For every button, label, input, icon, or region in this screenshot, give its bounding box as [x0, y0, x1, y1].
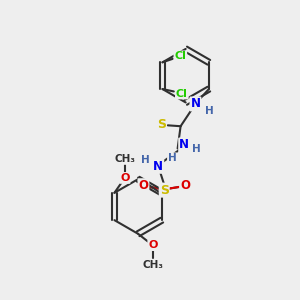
- Text: CH₃: CH₃: [114, 154, 135, 164]
- Text: O: O: [120, 173, 130, 183]
- Text: N: N: [190, 98, 200, 110]
- Text: N: N: [153, 160, 163, 173]
- Text: S: S: [160, 184, 169, 196]
- Text: Cl: Cl: [176, 88, 188, 98]
- Text: N: N: [179, 138, 189, 152]
- Text: H: H: [168, 153, 177, 163]
- Text: H: H: [192, 143, 200, 154]
- Text: H: H: [141, 154, 149, 164]
- Text: O: O: [148, 240, 158, 250]
- Text: S: S: [157, 118, 166, 131]
- Text: Cl: Cl: [174, 51, 186, 62]
- Text: CH₃: CH₃: [142, 260, 164, 270]
- Text: H: H: [205, 106, 214, 116]
- Text: O: O: [180, 179, 190, 192]
- Text: O: O: [138, 179, 148, 192]
